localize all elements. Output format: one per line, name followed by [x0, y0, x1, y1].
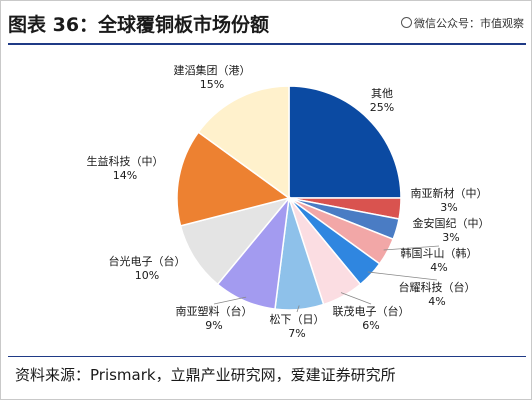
leader-lines	[213, 245, 440, 313]
watermark-text: 微信公众号：市值观察	[414, 17, 524, 30]
slice-label: 金安国纪（中）	[413, 216, 490, 230]
slice-value-label: 14%	[113, 169, 137, 182]
source-divider	[8, 356, 526, 357]
slice-labels: 其他25%南亚新材（中）3%金安国纪（中）3%韩国斗山（韩）4%台耀科技（台）4…	[87, 63, 490, 340]
slice-label: 生益科技（中）	[87, 154, 164, 168]
title-divider	[8, 43, 526, 45]
slice-value-label: 10%	[135, 269, 159, 282]
slice-value-label: 25%	[370, 101, 394, 114]
pie-slice-10	[176, 131, 291, 227]
slice-label: 台光电子（台）	[109, 254, 186, 268]
slice-value-label: 6%	[362, 319, 379, 332]
source-note: 资料来源：Prismark，立鼎产业研究网，爱建证券研究所	[15, 366, 396, 384]
slice-label: 联茂电子（台）	[333, 304, 410, 318]
leader-line-6	[340, 292, 372, 305]
slice-value-label: 7%	[288, 327, 305, 340]
pie-slice-1	[288, 85, 402, 199]
slice-label: 韩国斗山（韩）	[401, 246, 478, 260]
slice-label: 南亚新材（中）	[411, 186, 488, 200]
slice-label: 台耀科技（台）	[399, 280, 476, 294]
wechat-icon	[401, 17, 412, 28]
slice-label: 建滔集团（港）	[174, 63, 251, 77]
slice-value-label: 4%	[430, 261, 447, 274]
slice-value-label: 15%	[200, 78, 224, 91]
slice-value-label: 3%	[440, 201, 457, 214]
pie-slices	[176, 85, 402, 311]
slice-value-label: 9%	[205, 319, 222, 332]
pie-slice-11	[197, 85, 290, 200]
leader-line-7	[296, 305, 300, 313]
figure-header: 图表 36：全球覆铜板市场份额 微信公众号：市值观察	[8, 7, 526, 41]
slice-value-label: 3%	[442, 231, 459, 244]
leader-line-8	[213, 296, 247, 305]
leader-line-4	[383, 245, 440, 251]
slice-value-label: 4%	[428, 295, 445, 308]
leader-line-5	[367, 271, 438, 281]
slice-label: 松下（日）	[270, 312, 325, 326]
slice-label: 南亚塑料（台）	[176, 304, 253, 318]
chart-title: 图表 36：全球覆铜板市场份额	[8, 14, 270, 36]
slice-label: 其他	[371, 87, 393, 100]
watermark: 微信公众号：市值观察	[401, 15, 524, 31]
